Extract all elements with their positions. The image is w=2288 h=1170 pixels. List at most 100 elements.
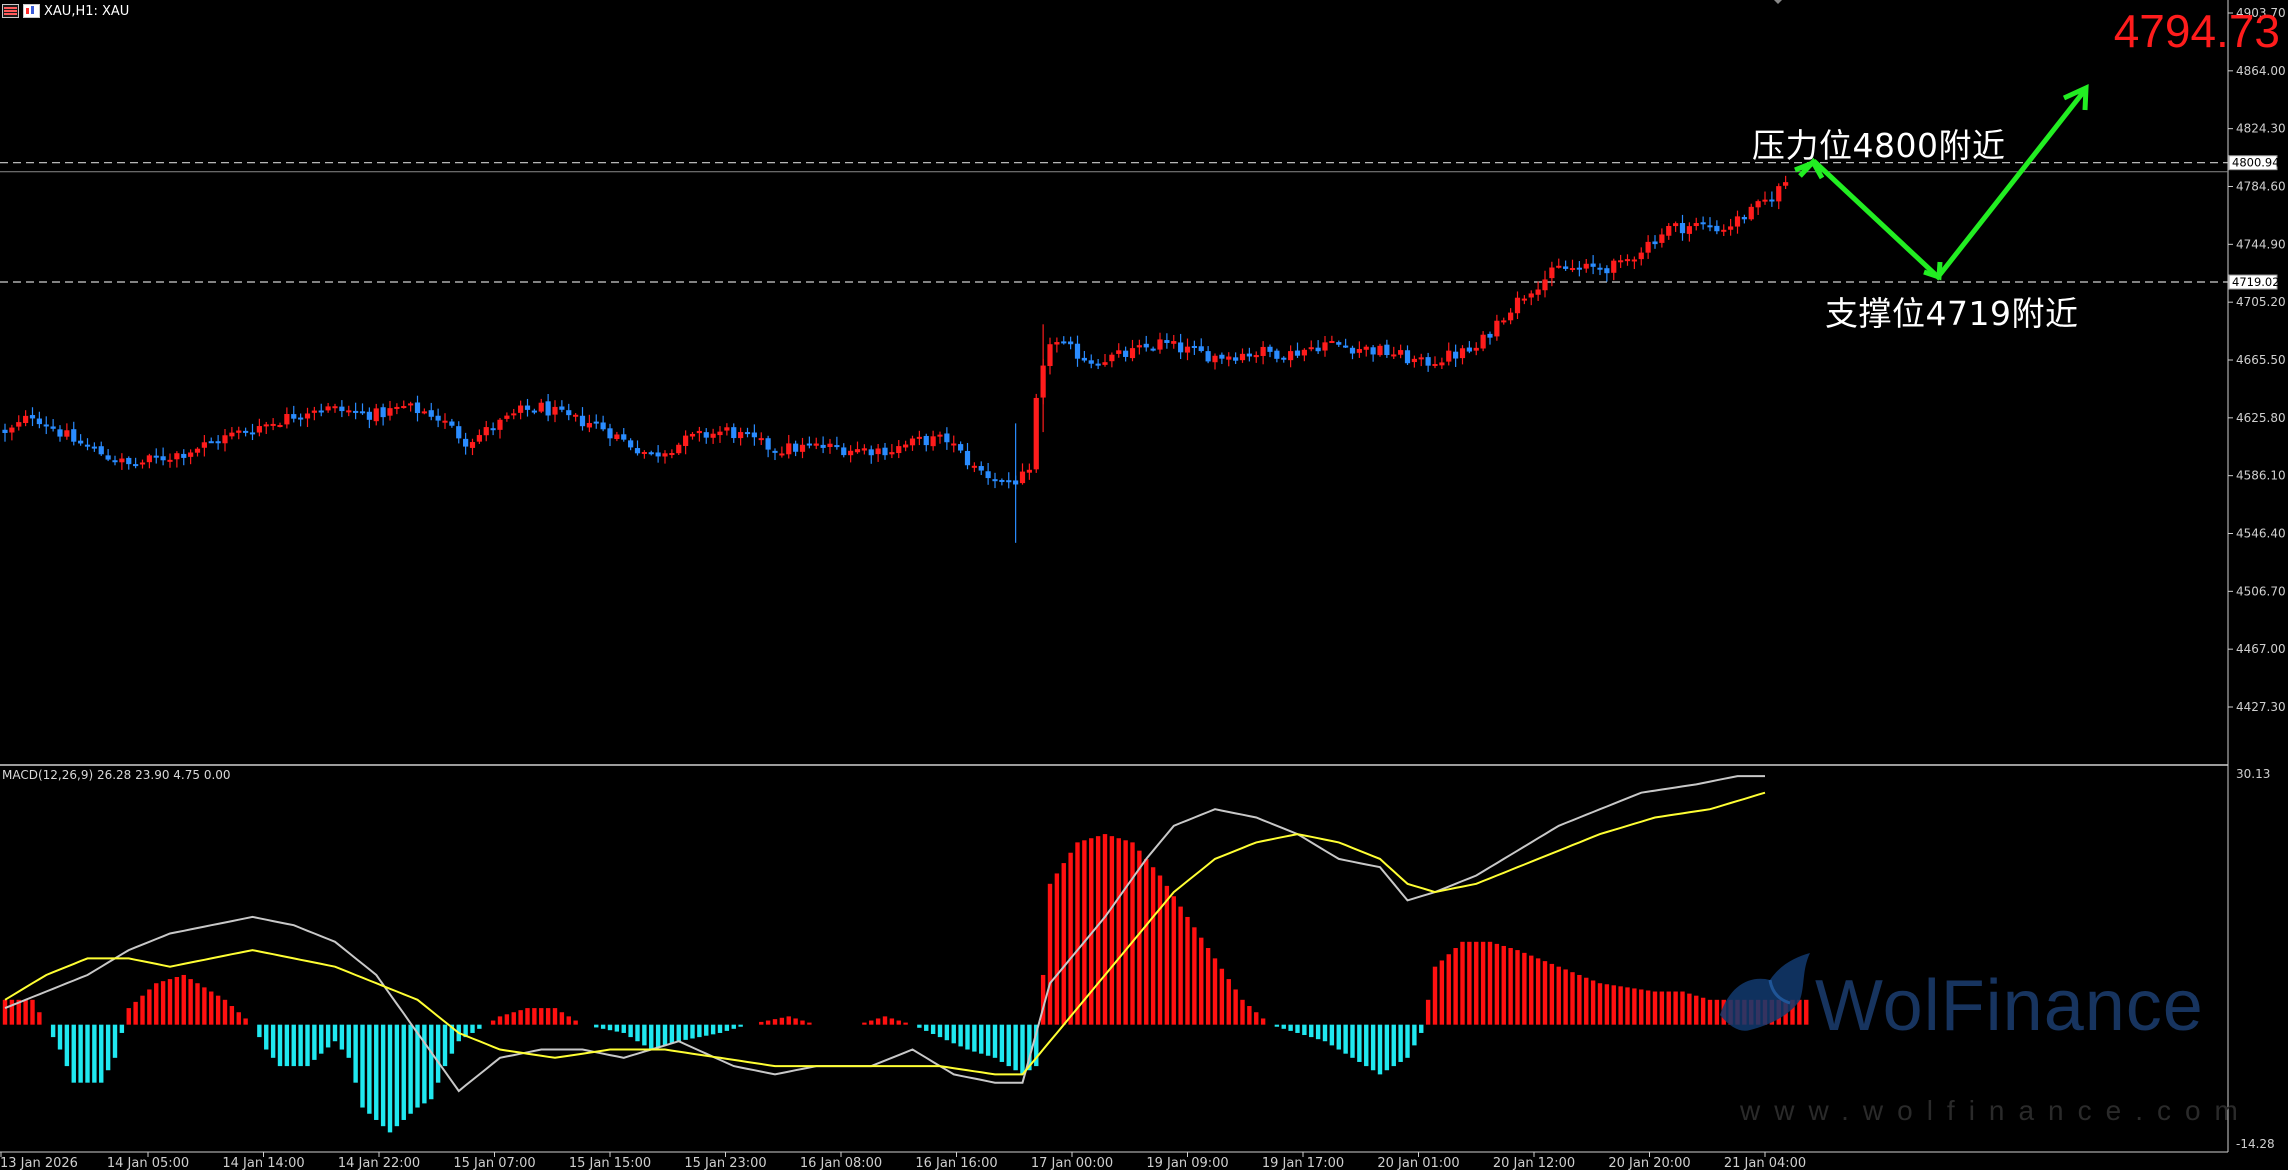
candle-body xyxy=(1569,268,1576,271)
candle-body xyxy=(1404,350,1411,364)
macd-bar-positive xyxy=(1453,948,1458,1025)
candle-body xyxy=(738,432,744,439)
macd-bar-positive xyxy=(1254,1012,1259,1025)
price-tick-label: 4467.00 xyxy=(2236,642,2286,656)
macd-bar-negative xyxy=(607,1024,613,1031)
macd-bar-positive xyxy=(126,1008,131,1025)
candle-body xyxy=(78,440,84,444)
watermark-brand: WolFinance xyxy=(1815,966,2204,1046)
macd-bar-positive xyxy=(559,1012,565,1025)
macd-bar-positive xyxy=(807,1022,812,1025)
candle-body xyxy=(1384,344,1390,356)
candle-body xyxy=(524,405,531,410)
price-tick-label: 4744.90 xyxy=(2236,237,2286,251)
macd-bar-negative xyxy=(1288,1024,1293,1031)
menu-icon[interactable] xyxy=(2,4,19,18)
candle-body xyxy=(518,405,524,413)
macd-bar-positive xyxy=(160,981,166,1025)
macd-bar-positive xyxy=(1247,1006,1252,1025)
macd-bar-negative xyxy=(1013,1024,1018,1071)
macd-bar-negative xyxy=(422,1024,427,1104)
candle-body xyxy=(1129,348,1136,359)
macd-bar-positive xyxy=(1144,858,1149,1025)
candle-body xyxy=(1178,342,1184,353)
macd-bar-negative xyxy=(319,1024,324,1054)
candle-body xyxy=(1480,334,1486,349)
macd-bar-positive xyxy=(1185,916,1190,1025)
time-tick-label: 19 Jan 09:00 xyxy=(1146,1156,1228,1170)
candle-body xyxy=(29,415,36,419)
candle-body xyxy=(23,415,29,424)
candle-body xyxy=(923,435,929,446)
time-tick-label: 20 Jan 20:00 xyxy=(1608,1156,1690,1170)
horizontal-levels[interactable]: 4800.94 4719.02 xyxy=(0,155,2280,290)
macd-bar-negative xyxy=(1020,1024,1025,1075)
candle-body xyxy=(421,411,427,414)
candle-body xyxy=(91,446,97,449)
macd-bar-positive xyxy=(1797,999,1802,1025)
candle-body xyxy=(146,455,152,463)
time-tick-label: 15 Jan 07:00 xyxy=(453,1156,535,1170)
macd-bar-negative xyxy=(442,1024,448,1067)
macd-bar-negative xyxy=(676,1024,681,1042)
time-tick-label: 17 Jan 00:00 xyxy=(1031,1156,1113,1170)
macd-bar-positive xyxy=(504,1014,510,1025)
macd-bar-negative xyxy=(717,1024,723,1033)
shift-marker-icon[interactable] xyxy=(1774,0,1782,4)
macd-bar-positive xyxy=(2,999,8,1025)
candle-body xyxy=(1604,268,1610,274)
candle-body xyxy=(614,434,620,440)
macd-bar-positive xyxy=(1604,984,1610,1025)
chart-title: XAU,H1: XAU xyxy=(44,3,130,19)
macd-bar-positive xyxy=(1054,873,1060,1025)
macd-bar-negative xyxy=(71,1024,76,1083)
macd-bar-positive xyxy=(518,1010,523,1025)
candle-body xyxy=(992,479,998,482)
candle-body xyxy=(1054,342,1060,345)
candle-body xyxy=(566,410,572,416)
candle-body xyxy=(1171,341,1177,344)
macd-bar-negative xyxy=(353,1024,358,1083)
candle-body xyxy=(909,438,916,446)
macd-bar-positive xyxy=(1425,999,1431,1025)
candle-body xyxy=(765,438,771,450)
candle-body xyxy=(57,429,63,437)
candle-body xyxy=(373,408,379,422)
macd-bar-positive xyxy=(133,1001,138,1025)
macd-bar-negative xyxy=(387,1024,393,1133)
macd-bar-negative xyxy=(917,1024,922,1028)
macd-bar-negative xyxy=(1336,1024,1341,1050)
macd-bar-positive xyxy=(772,1019,778,1025)
candle-body xyxy=(1487,333,1493,338)
macd-bar-positive xyxy=(1522,952,1527,1025)
chart-type-icon[interactable] xyxy=(23,4,40,18)
candle-body xyxy=(531,410,537,413)
candle-body xyxy=(1755,201,1761,208)
candle-body xyxy=(160,456,166,461)
macd-bar-negative xyxy=(449,1024,455,1054)
macd-bar-negative xyxy=(1274,1024,1280,1027)
candle-body xyxy=(1116,350,1122,354)
macd-bar-negative xyxy=(614,1024,620,1032)
macd-bar-positive xyxy=(1474,941,1479,1025)
macd-bar-negative xyxy=(64,1024,70,1067)
macd-bar-positive xyxy=(1515,950,1520,1025)
macd-bar-positive xyxy=(1439,960,1445,1025)
macd-bar-negative xyxy=(291,1024,296,1067)
candle-body xyxy=(1267,346,1273,352)
candle-body xyxy=(951,443,957,446)
candle-body xyxy=(511,413,517,416)
candle-body xyxy=(112,460,118,463)
candle-body xyxy=(559,406,565,410)
macd-bar-negative xyxy=(367,1024,372,1114)
macd-bar-positive xyxy=(889,1018,895,1025)
candle-body xyxy=(1315,347,1321,352)
macd-bar-positive xyxy=(1487,941,1493,1025)
candle-body xyxy=(2,429,8,433)
macd-bar-positive xyxy=(147,989,152,1025)
candle-body xyxy=(724,427,730,431)
candle-body xyxy=(1624,259,1631,262)
candle-body xyxy=(16,422,22,427)
candle-body xyxy=(1728,226,1734,230)
